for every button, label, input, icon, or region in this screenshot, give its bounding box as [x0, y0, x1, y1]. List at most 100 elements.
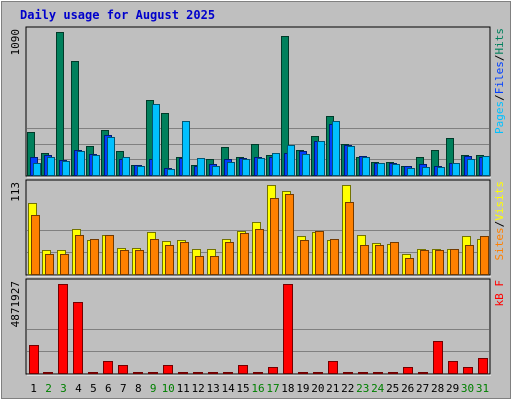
bar-kbytes-kb-f-day-5 — [88, 372, 98, 374]
bar-kbytes-kb-f-day-25 — [388, 372, 398, 374]
bar-hits-pages-day-7 — [122, 157, 130, 176]
bar-hits-pages-day-17 — [272, 153, 280, 176]
day-label-7: 7 — [120, 382, 127, 395]
bar-kbytes-kb-f-day-27 — [418, 372, 428, 374]
day-label-13: 13 — [206, 382, 219, 395]
bar-hits-pages-day-15 — [242, 159, 250, 176]
day-label-26: 26 — [401, 382, 414, 395]
legend-entry: / — [493, 94, 506, 101]
bar-visits-sites-day-3 — [60, 254, 69, 275]
day-label-24: 24 — [371, 382, 385, 395]
bar-kbytes-kb-f-day-4 — [73, 302, 83, 374]
bar-visits-sites-day-26 — [405, 258, 414, 275]
panel-kbytes: 4871927 kB F — [9, 278, 506, 376]
bar-kbytes-kb-f-day-3 — [58, 284, 68, 374]
bar-hits-pages-day-8 — [137, 166, 145, 176]
bar-visits-sites-day-4 — [75, 235, 84, 275]
bar-hits-pages-day-27 — [422, 167, 430, 176]
day-label-5: 5 — [90, 382, 97, 395]
bar-kbytes-kb-f-day-7 — [118, 365, 128, 374]
bar-kbytes-kb-f-day-23 — [358, 372, 368, 374]
bar-kbytes-kb-f-day-15 — [238, 365, 248, 374]
bar-kbytes-kb-f-day-19 — [298, 372, 308, 374]
bar-hits-pages-day-1 — [33, 163, 41, 176]
bar-hits-pages-day-5 — [92, 155, 100, 176]
bar-kbytes-kb-f-day-31 — [478, 358, 488, 374]
bar-visits-sites-day-22 — [345, 202, 354, 275]
bar-kbytes-kb-f-day-29 — [448, 361, 458, 374]
bar-hits-pages-day-19 — [302, 154, 310, 176]
bar-hits-pages-day-29 — [452, 163, 460, 176]
bar-visits-sites-day-28 — [435, 250, 444, 275]
day-label-15: 15 — [236, 382, 249, 395]
panel-hits-max-label: 1090 — [9, 29, 22, 56]
bar-kbytes-kb-f-day-28 — [433, 341, 443, 374]
bar-hits-pages-day-18 — [287, 145, 295, 176]
bar-visits-sites-day-23 — [360, 245, 369, 275]
bar-hits-pages-day-23 — [362, 157, 370, 176]
day-label-20: 20 — [311, 382, 324, 395]
bar-hits-pages-day-24 — [377, 163, 385, 176]
bar-hits-pages-day-10 — [167, 169, 175, 176]
bar-hits-pages-day-22 — [347, 146, 355, 176]
bar-hits-pages-day-28 — [437, 167, 445, 176]
bar-hits-pages-day-25 — [392, 164, 400, 176]
bar-kbytes-kb-f-day-9 — [148, 372, 158, 374]
bar-visits-sites-day-9 — [150, 239, 159, 275]
panel-visits: 113 Sites/Visits — [9, 179, 506, 277]
bar-kbytes-kb-f-day-14 — [223, 372, 233, 374]
day-label-25: 25 — [386, 382, 399, 395]
bar-visits-sites-day-11 — [180, 242, 189, 275]
day-label-9: 9 — [150, 382, 157, 395]
bar-visits-sites-day-10 — [165, 245, 174, 275]
bar-visits-sites-day-6 — [105, 235, 114, 275]
legend-entry: Pages — [493, 101, 506, 134]
panel-kbytes-plot-area — [25, 278, 491, 375]
day-label-16: 16 — [251, 382, 264, 395]
bar-kbytes-kb-f-day-18 — [283, 284, 293, 374]
bar-kbytes-kb-f-day-21 — [328, 361, 338, 374]
day-label-6: 6 — [105, 382, 112, 395]
bar-kbytes-kb-f-day-24 — [373, 372, 383, 374]
bar-hits-pages-day-31 — [482, 156, 490, 176]
day-label-14: 14 — [221, 382, 235, 395]
bar-kbytes-kb-f-day-12 — [193, 372, 203, 374]
panel-visits-max-label: 113 — [9, 182, 22, 202]
bar-visits-sites-day-17 — [270, 198, 279, 275]
legend-entry: Files — [493, 61, 506, 94]
day-label-11: 11 — [177, 382, 190, 395]
bar-visits-sites-day-25 — [390, 242, 399, 275]
day-label-27: 27 — [416, 382, 429, 395]
bar-hits-pages-day-2 — [47, 157, 55, 176]
bar-hits-pages-day-3 — [62, 161, 70, 176]
bar-kbytes-kb-f-day-1 — [29, 345, 39, 374]
bar-visits-sites-day-15 — [240, 233, 249, 275]
day-label-29: 29 — [446, 382, 459, 395]
bar-visits-sites-day-27 — [420, 250, 429, 275]
day-label-12: 12 — [191, 382, 204, 395]
day-label-8: 8 — [135, 382, 142, 395]
panel-hits: 1090 Pages/Files/Hits — [9, 26, 506, 178]
day-label-3: 3 — [60, 382, 67, 395]
bar-kbytes-kb-f-day-17 — [268, 367, 278, 374]
bar-kbytes-kb-f-day-22 — [343, 372, 353, 374]
bar-visits-sites-day-5 — [90, 239, 99, 275]
panel-hits-legend: Pages/Files/Hits — [493, 28, 506, 134]
day-label-21: 21 — [326, 382, 339, 395]
bar-visits-sites-day-13 — [210, 256, 219, 275]
day-label-28: 28 — [431, 382, 444, 395]
bar-visits-sites-day-30 — [465, 245, 474, 275]
day-label-30: 30 — [461, 382, 474, 395]
day-labels: 1 2 3 4 5 6 7 8 9 10 11 12 13 14 15 16 17 18 19 20 21 22 23 24 2… — [30, 382, 489, 395]
bar-hits-pages-day-12 — [197, 158, 205, 176]
bar-kbytes-kb-f-day-16 — [253, 372, 263, 374]
bar-visits-sites-day-18 — [285, 194, 294, 275]
bar-kbytes-kb-f-day-2 — [43, 372, 53, 374]
day-label-22: 22 — [341, 382, 354, 395]
chart-panels: 1090 Pages/Files/Hits 113Sites/Visits48719… — [9, 26, 506, 376]
bar-kbytes-kb-f-day-8 — [133, 372, 143, 374]
panel-kbytes-legend: kB F — [493, 280, 506, 307]
bar-hits-pages-day-20 — [317, 141, 325, 176]
